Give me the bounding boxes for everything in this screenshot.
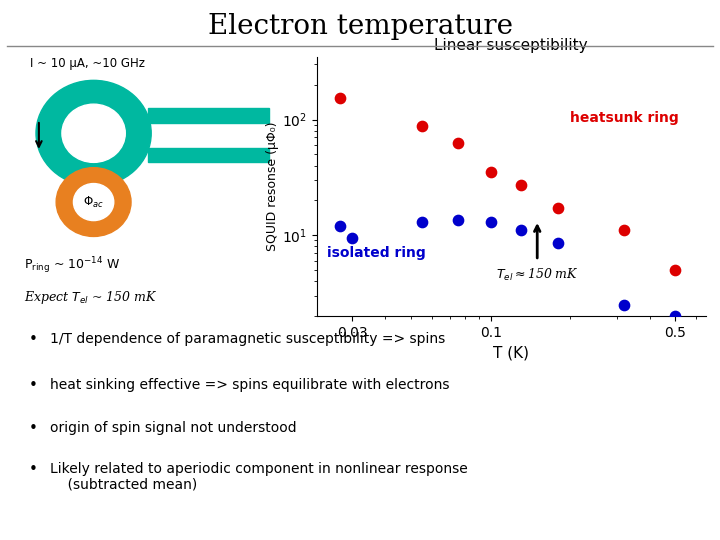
Text: Electron temperature: Electron temperature [207, 14, 513, 40]
Point [552, 239, 564, 248]
Text: $\Phi_{ac}$: $\Phi_{ac}$ [84, 194, 104, 210]
Text: I ~ 10 μA, ~10 GHz: I ~ 10 μA, ~10 GHz [30, 57, 145, 70]
Circle shape [73, 184, 114, 220]
Text: P$_{\rm ring}$ ~ 10$^{-14}$ W: P$_{\rm ring}$ ~ 10$^{-14}$ W [24, 255, 121, 275]
Text: origin of spin signal not understood: origin of spin signal not understood [50, 421, 297, 435]
Circle shape [56, 167, 131, 237]
Text: heatsunk ring: heatsunk ring [570, 111, 679, 125]
Point [670, 266, 681, 274]
Circle shape [62, 104, 125, 163]
Point [670, 312, 681, 320]
Point [335, 221, 346, 230]
Bar [148, 108, 269, 123]
Point [346, 233, 358, 242]
Text: •: • [29, 421, 37, 436]
Point [515, 226, 526, 235]
Text: •: • [29, 378, 37, 393]
Point [485, 218, 496, 226]
Text: 1/T dependence of paramagnetic susceptibility => spins: 1/T dependence of paramagnetic susceptib… [50, 332, 446, 346]
Point [416, 218, 428, 226]
Point [452, 216, 464, 225]
Circle shape [36, 80, 151, 186]
Point [515, 181, 526, 190]
Text: Expect $T_{el}$ ~ 150 mK: Expect $T_{el}$ ~ 150 mK [24, 289, 158, 306]
Text: isolated ring: isolated ring [327, 246, 426, 260]
Text: heat sinking effective => spins equilibrate with electrons: heat sinking effective => spins equilibr… [50, 378, 450, 392]
Text: •: • [29, 332, 37, 347]
Point [552, 204, 564, 213]
Y-axis label: SQUID resonse (μΦ₀): SQUID resonse (μΦ₀) [266, 122, 279, 251]
Point [335, 93, 346, 102]
Bar [148, 148, 269, 163]
Title: Linear susceptibility: Linear susceptibility [434, 38, 588, 53]
Point [452, 138, 464, 147]
Text: •: • [29, 462, 37, 477]
Point [618, 300, 630, 309]
Point [416, 122, 428, 130]
Text: Likely related to aperiodic component in nonlinear response
    (subtracted mean: Likely related to aperiodic component in… [50, 462, 468, 492]
Text: $T_{el}\approx$150 mK: $T_{el}\approx$150 mK [496, 267, 579, 283]
Point [485, 168, 496, 177]
Point [618, 226, 630, 235]
X-axis label: T (K): T (K) [493, 345, 529, 360]
